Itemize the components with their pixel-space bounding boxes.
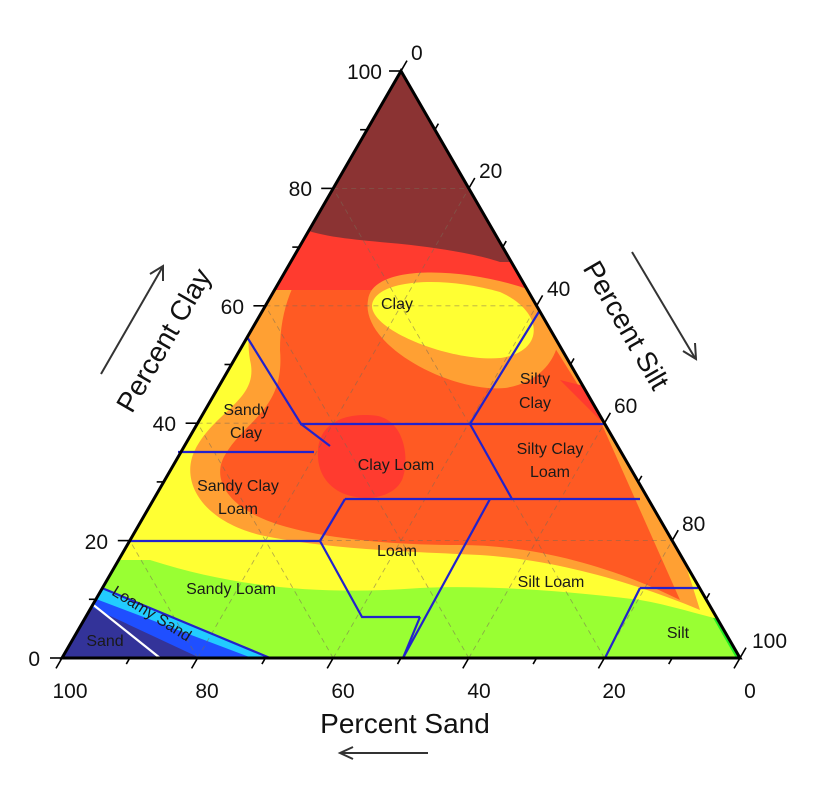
clay-tick-0: 0 — [28, 648, 40, 671]
axis-direction-arrows — [100, 251, 698, 760]
region-label-silt: Silt — [667, 625, 690, 642]
silt-tick-80: 80 — [682, 513, 705, 536]
sand-tick-mark-60 — [326, 657, 334, 669]
sand-tick-0: 0 — [744, 680, 756, 703]
grid-silt-60 — [468, 422, 605, 658]
clay-tick-20: 20 — [85, 531, 108, 554]
texture-class-boundaries — [90, 309, 698, 660]
silt-tick-labels: 0 20 40 60 80 100 — [411, 42, 787, 653]
tick-marks — [50, 60, 747, 669]
sand-tick-mark-80 — [190, 657, 199, 669]
silt-tick-100: 100 — [752, 630, 787, 653]
sand-tick-80: 80 — [195, 680, 218, 703]
silt-tick-mark-80 — [671, 529, 679, 541]
sand-tick-labels: 100 80 60 40 20 0 — [52, 680, 755, 703]
clay-tick-labels: 0 20 40 60 80 100 — [28, 61, 382, 671]
sand-tick-mark-20 — [597, 657, 606, 669]
region-label-silty-clay: Silty Clay — [519, 371, 551, 412]
contour-orange-red — [220, 235, 680, 600]
region-label-sandy-loam: Sandy Loam — [186, 581, 276, 598]
silt-arrow — [631, 251, 698, 361]
sand-tick-20: 20 — [602, 680, 625, 703]
clay-tick-100: 100 — [347, 61, 382, 84]
sand-tick-mark-100 — [55, 657, 63, 669]
silt-tick-mark-20 — [468, 177, 476, 189]
sand-tick-mark-0 — [733, 657, 741, 669]
boundary-silt-loam — [402, 498, 491, 659]
sand-arrow — [337, 746, 428, 760]
region-label-sand: Sand — [86, 633, 123, 650]
sand-tick-mark-10 — [668, 657, 673, 665]
boundary-silt-left — [604, 587, 641, 659]
silt-tick-0: 0 — [411, 42, 423, 65]
silt-tick-mark-10 — [434, 123, 440, 131]
sand-tick-mark-90 — [125, 657, 131, 665]
clay-axis-title: Percent Clay — [110, 263, 217, 417]
region-label-loam: Loam — [377, 543, 417, 560]
silt-tick-60: 60 — [614, 395, 637, 418]
silt-tick-20: 20 — [479, 160, 502, 183]
grid-silt-40 — [332, 305, 537, 658]
silt-tick-mark-50 — [569, 358, 575, 365]
clay-tick-80: 80 — [289, 178, 312, 201]
contour-dark-red — [280, 71, 520, 262]
sand-tick-mark-70 — [261, 657, 267, 665]
sand-axis-title: Percent Sand — [320, 708, 490, 739]
sand-tick-60: 60 — [331, 680, 354, 703]
sand-tick-40: 40 — [467, 680, 490, 703]
region-label-silt-loam: Silt Loam — [518, 574, 585, 591]
silt-tick-mark-100 — [739, 647, 747, 659]
silt-tick-mark-60 — [603, 412, 612, 424]
clay-tick-40: 40 — [153, 413, 176, 436]
contour-red-clay-loam-blob — [317, 415, 406, 498]
contour-yellow-clay-blob — [371, 282, 534, 359]
silt-tick-mark-0 — [400, 60, 408, 72]
silt-tick-mark-70 — [637, 475, 643, 483]
region-label-clay: Clay — [381, 296, 413, 313]
contour-navy — [62, 607, 200, 658]
boundary-silt-loam-inner — [401, 616, 422, 659]
region-label-sandy-clay: Sandy Clay — [223, 402, 268, 442]
boundary-clay-silty-clay — [469, 309, 541, 425]
sand-tick-100: 100 — [52, 680, 87, 703]
boundary-sand — [90, 602, 161, 659]
boundary-loam-right — [319, 498, 346, 542]
grid-sand-80 — [129, 540, 198, 658]
silt-axis-title: Percent Silt — [577, 256, 676, 396]
sand-tick-mark-50 — [396, 657, 402, 665]
region-label-clay-loam: Clay Loam — [358, 457, 434, 474]
region-label-silty-clay-loam: Silty Clay Loam — [517, 441, 584, 481]
silt-tick-mark-90 — [705, 592, 711, 600]
sand-tick-mark-40 — [462, 657, 470, 669]
clay-tick-60: 60 — [221, 296, 244, 319]
silt-tick-mark-30 — [502, 240, 507, 248]
region-label-sandy-clay-loam: Sandy Clay Loam — [197, 478, 279, 518]
boundary-loam-left — [319, 540, 420, 619]
silt-tick-40: 40 — [547, 278, 570, 301]
boundary-loamy-sand — [101, 586, 271, 660]
clay-arrow — [100, 264, 164, 375]
sand-tick-mark-30 — [532, 657, 538, 665]
silt-tick-mark-40 — [535, 295, 544, 307]
